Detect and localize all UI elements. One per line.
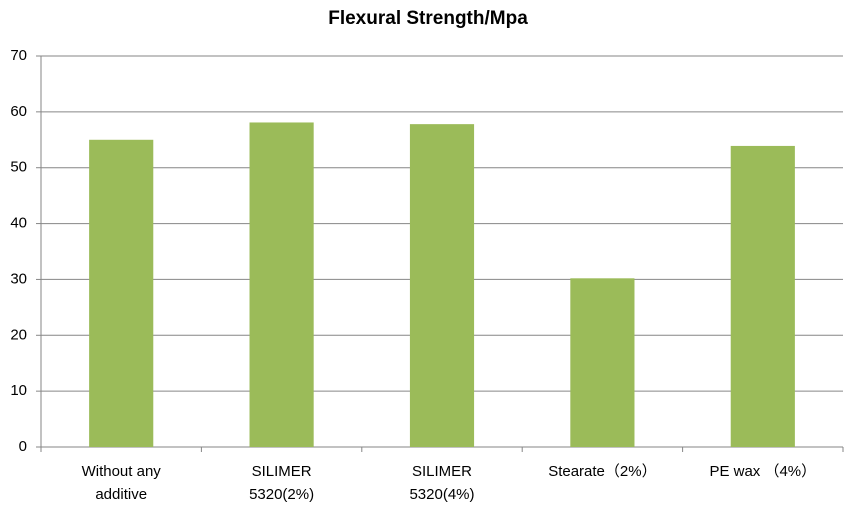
y-tick-label: 30 <box>10 270 27 287</box>
y-tick-label: 20 <box>10 326 27 343</box>
x-tick-label: Stearate（2%） <box>548 463 657 480</box>
bar <box>249 122 314 447</box>
bar <box>89 139 154 448</box>
y-tick-label: 70 <box>10 47 27 64</box>
x-tick-label: SILIMER 5320(2%) <box>249 463 315 503</box>
y-tick-label: 60 <box>10 103 27 120</box>
x-tick-label: PE wax （4%） <box>709 463 817 480</box>
y-tick-label: 50 <box>10 159 27 176</box>
chart-title: Flexural Strength/Mpa <box>328 8 528 29</box>
bar <box>409 124 475 447</box>
bar <box>570 278 635 447</box>
y-tick-label: 40 <box>10 215 27 232</box>
bar <box>730 145 795 447</box>
x-tick-label: SILIMER 5320(4%) <box>409 463 475 503</box>
y-tick-label: 0 <box>19 438 27 455</box>
y-tick-label: 10 <box>10 382 27 399</box>
x-tick-label: Without any additive <box>81 463 161 503</box>
